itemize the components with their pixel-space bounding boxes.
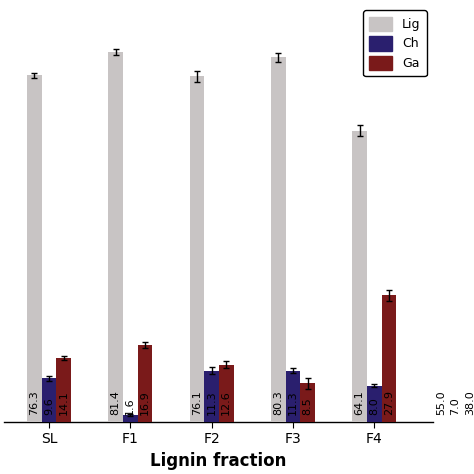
Text: 76.1: 76.1 xyxy=(192,390,202,415)
Text: 8.0: 8.0 xyxy=(369,397,379,415)
Bar xyxy=(352,131,367,422)
Text: 14.1: 14.1 xyxy=(58,390,69,415)
Text: 11.3: 11.3 xyxy=(207,391,217,415)
Text: 27.9: 27.9 xyxy=(384,390,394,415)
Bar xyxy=(190,76,204,422)
Bar xyxy=(108,52,123,422)
Text: 9.6: 9.6 xyxy=(44,397,54,415)
Bar xyxy=(123,415,137,422)
Bar xyxy=(434,172,448,422)
Bar xyxy=(137,345,152,422)
Bar xyxy=(42,378,56,422)
Bar xyxy=(285,371,300,422)
Text: 55.0: 55.0 xyxy=(436,391,446,415)
Bar xyxy=(448,390,463,422)
Bar xyxy=(27,75,42,422)
Text: 1.6: 1.6 xyxy=(125,397,135,415)
Text: 76.3: 76.3 xyxy=(29,390,39,415)
X-axis label: Lignin fraction: Lignin fraction xyxy=(150,452,287,470)
Text: 80.3: 80.3 xyxy=(273,390,283,415)
Bar xyxy=(56,358,71,422)
Bar xyxy=(367,385,382,422)
Bar xyxy=(463,249,474,422)
Text: 12.6: 12.6 xyxy=(221,390,231,415)
Bar xyxy=(382,295,396,422)
Bar xyxy=(219,365,234,422)
Text: 7.0: 7.0 xyxy=(451,397,461,415)
Text: 8.5: 8.5 xyxy=(302,397,312,415)
Text: 11.3: 11.3 xyxy=(288,391,298,415)
Bar xyxy=(300,383,315,422)
Text: 64.1: 64.1 xyxy=(355,390,365,415)
Text: 38.0: 38.0 xyxy=(465,390,474,415)
Text: 16.9: 16.9 xyxy=(140,390,150,415)
Legend: Lig, Ch, Ga: Lig, Ch, Ga xyxy=(363,10,427,76)
Bar xyxy=(204,371,219,422)
Text: 81.4: 81.4 xyxy=(110,390,120,415)
Bar xyxy=(271,57,285,422)
